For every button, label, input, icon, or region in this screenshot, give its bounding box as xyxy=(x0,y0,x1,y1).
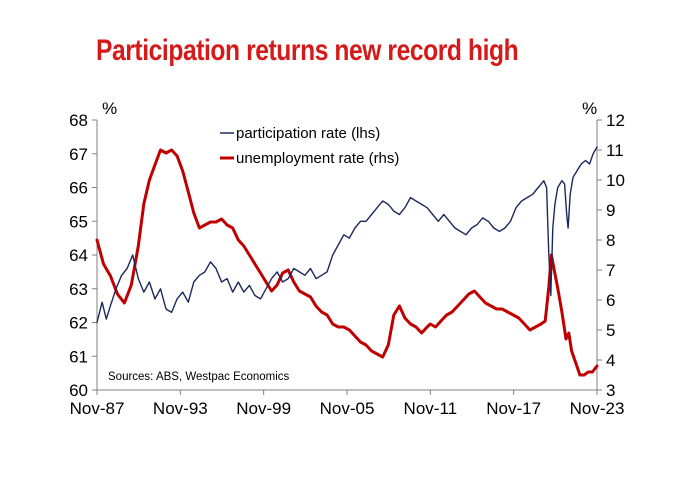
chart-title: Participation returns new record high xyxy=(96,34,519,67)
right-tick-label: 8 xyxy=(606,231,615,250)
right-tick-label: 6 xyxy=(606,291,615,310)
right-tick-label: 12 xyxy=(606,111,625,130)
left-tick-label: 61 xyxy=(69,347,88,366)
source-note: Sources: ABS, Westpac Economics xyxy=(108,371,290,383)
left-tick-label: 67 xyxy=(69,145,88,164)
right-tick-label: 7 xyxy=(606,261,615,280)
x-tick-label: Nov-11 xyxy=(404,399,458,418)
left-tick-label: 60 xyxy=(69,381,88,400)
right-tick-label: 3 xyxy=(606,381,615,400)
unemployment-rate-line xyxy=(95,148,599,377)
legend-label-unemployment: unemployment rate (rhs) xyxy=(236,150,399,167)
x-tick-label: Nov-93 xyxy=(153,399,208,418)
right-tick-label: 11 xyxy=(606,141,624,160)
left-tick-label: 65 xyxy=(69,212,88,231)
legend-label-participation: participation rate (lhs) xyxy=(236,125,380,142)
x-tick-label: Nov-17 xyxy=(486,399,541,418)
x-tick-label: Nov-23 xyxy=(570,399,625,418)
x-tick-label: Nov-05 xyxy=(320,399,375,418)
series-layer xyxy=(95,146,599,377)
left-axis-unit: % xyxy=(102,99,117,118)
left-tick-label: 64 xyxy=(69,246,88,265)
participation-rate-line xyxy=(96,146,598,324)
x-tick-label: Nov-99 xyxy=(236,399,291,418)
x-tick-label: Nov-87 xyxy=(70,399,125,418)
right-axis-unit: % xyxy=(582,99,597,118)
right-tick-label: 4 xyxy=(606,351,615,370)
right-tick-label: 9 xyxy=(606,201,615,220)
left-tick-label: 66 xyxy=(69,179,88,198)
right-tick-label: 10 xyxy=(606,171,625,190)
right-tick-label: 5 xyxy=(606,321,615,340)
left-tick-label: 63 xyxy=(69,280,88,299)
left-tick-label: 62 xyxy=(69,314,88,333)
legend: participation rate (lhs) unemployment ra… xyxy=(220,125,399,167)
left-tick-label: 68 xyxy=(69,111,88,130)
